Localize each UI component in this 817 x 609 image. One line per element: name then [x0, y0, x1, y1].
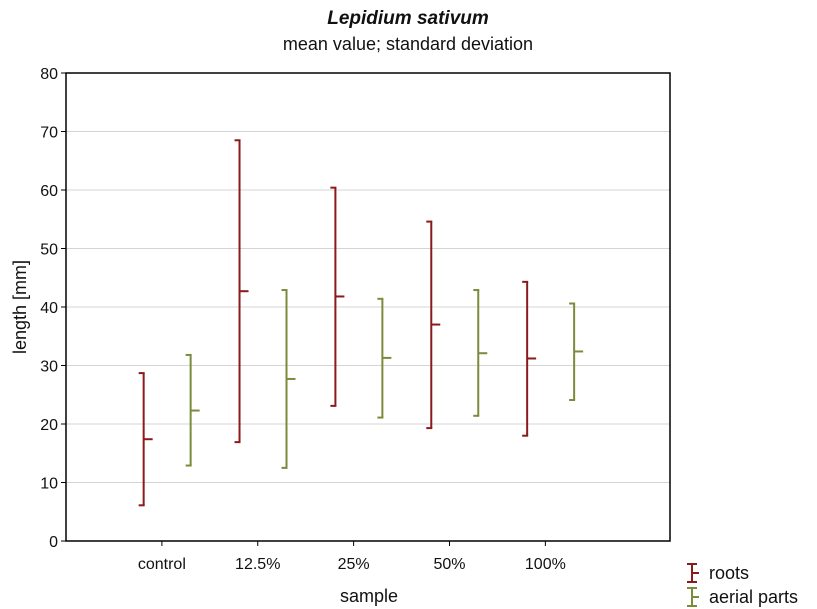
error-bar-aerial-parts [473, 289, 488, 417]
legend: roots aerial parts [687, 563, 798, 607]
y-tick-label: 0 [49, 534, 58, 551]
error-bar-roots [426, 220, 441, 430]
legend-item: aerial parts [687, 587, 798, 607]
error-bar-roots [234, 139, 249, 444]
error-bar-aerial-parts [281, 289, 296, 469]
y-axis-label: length [mm] [10, 260, 30, 354]
y-tick-label: 10 [40, 476, 58, 493]
y-tick-label: 80 [40, 66, 58, 83]
x-tick-label: 50% [433, 556, 465, 573]
chart-title: Lepidium sativum [327, 8, 489, 29]
error-bars [138, 139, 584, 507]
y-tick-label: 40 [40, 300, 58, 317]
error-bar-aerial-parts [569, 302, 584, 402]
legend-label: roots [709, 563, 749, 583]
legend-item: roots [687, 563, 749, 583]
x-axis-ticks: control 12.5% 25% 50% 100% [138, 541, 566, 573]
error-bar-roots [522, 280, 537, 437]
x-axis-label: sample [340, 586, 398, 606]
chart-subtitle: mean value; standard deviation [283, 34, 533, 54]
gridlines [66, 131, 670, 483]
legend-label: aerial parts [709, 587, 798, 607]
x-tick-label: 25% [338, 556, 370, 573]
x-tick-label: 100% [525, 556, 566, 573]
error-bar-roots [330, 186, 345, 407]
y-tick-label: 50 [40, 242, 58, 259]
y-axis-ticks: 0 10 20 30 40 50 60 70 80 [40, 66, 66, 551]
x-tick-label: control [138, 556, 186, 573]
y-tick-label: 60 [40, 183, 58, 200]
x-tick-label: 12.5% [235, 556, 280, 573]
error-bar-roots [138, 372, 153, 507]
y-tick-label: 70 [40, 125, 58, 142]
error-bar-aerial-parts [185, 353, 200, 467]
error-bar-aerial-parts [377, 297, 392, 419]
y-tick-label: 30 [40, 359, 58, 376]
y-tick-label: 20 [40, 417, 58, 434]
